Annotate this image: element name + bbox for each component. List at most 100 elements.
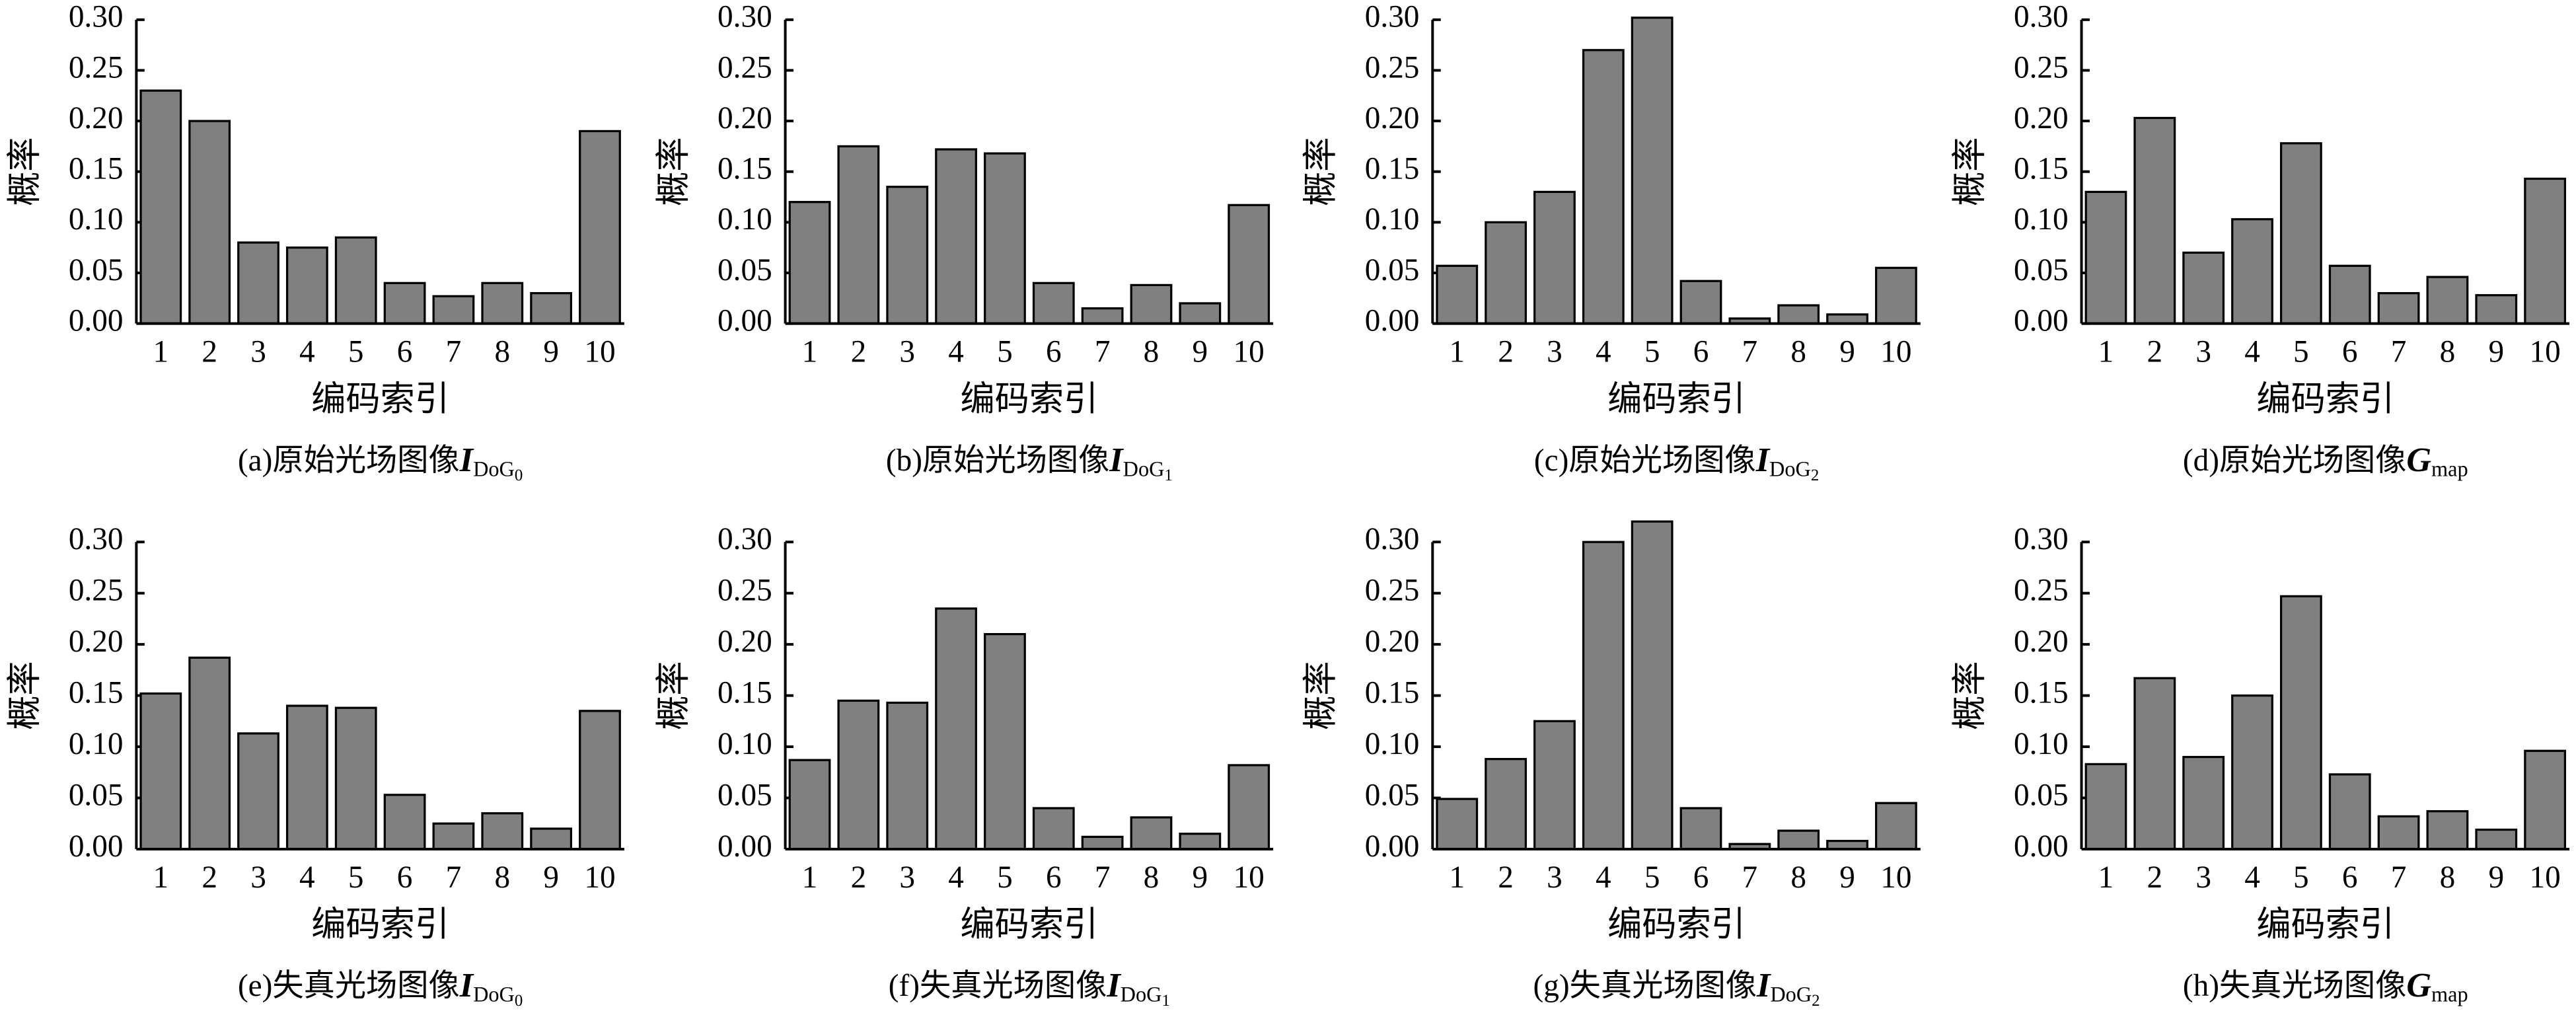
x-tick-label: 5 bbox=[2293, 860, 2309, 895]
bar bbox=[530, 292, 573, 325]
y-tick-label: 0.05 bbox=[2014, 778, 2069, 812]
x-tick-label: 1 bbox=[1449, 335, 1465, 369]
bar bbox=[935, 148, 977, 325]
bar bbox=[188, 656, 231, 850]
bar bbox=[984, 633, 1026, 850]
y-tick-label: 0.00 bbox=[2014, 303, 2069, 338]
x-axis-label: 编码索引 bbox=[311, 905, 449, 944]
y-tick-label: 0.10 bbox=[718, 202, 772, 237]
y-axis-label: 概率 bbox=[5, 137, 44, 206]
x-axis-label: 编码索引 bbox=[960, 905, 1098, 944]
y-tick-label: 0.05 bbox=[1365, 253, 1420, 287]
y-tick-label: 0.05 bbox=[2014, 253, 2069, 287]
bar bbox=[1032, 807, 1075, 850]
bar bbox=[334, 236, 377, 325]
x-tick-label: 10 bbox=[2530, 335, 2561, 369]
x-tick-label: 2 bbox=[202, 335, 217, 369]
bar bbox=[237, 241, 279, 325]
x-tick-label: 5 bbox=[348, 860, 364, 895]
bar bbox=[481, 812, 524, 850]
y-tick-label: 0.20 bbox=[1365, 101, 1420, 135]
y-axis-label: 概率 bbox=[5, 661, 44, 730]
x-tick-label: 3 bbox=[2195, 335, 2211, 369]
caption: (b)原始光场图像IDoG1 bbox=[886, 441, 1173, 484]
y-tick-label: 0.30 bbox=[1365, 0, 1420, 34]
caption: (f)失真光场图像IDoG1 bbox=[889, 966, 1170, 1010]
bar bbox=[2084, 763, 2127, 850]
x-tick-label: 3 bbox=[899, 860, 915, 895]
y-tick-label: 0.15 bbox=[69, 675, 124, 710]
x-tick-label: 8 bbox=[1790, 860, 1806, 895]
x-tick-label: 6 bbox=[1046, 335, 1062, 369]
bar bbox=[530, 827, 573, 850]
y-tick-label: 0.10 bbox=[69, 202, 124, 237]
y-tick-label: 0.00 bbox=[69, 829, 124, 864]
x-tick-label: 2 bbox=[1498, 860, 1514, 895]
bar bbox=[1130, 816, 1173, 850]
x-tick-label: 8 bbox=[2440, 860, 2456, 895]
x-tick-label: 8 bbox=[2440, 335, 2456, 369]
bar bbox=[285, 704, 328, 850]
x-tick-label: 8 bbox=[1144, 335, 1159, 369]
x-tick-label: 6 bbox=[1693, 335, 1709, 369]
caption-prefix: (g)失真光场图像 bbox=[1533, 969, 1757, 1003]
y-tick-label: 0.10 bbox=[2014, 727, 2069, 761]
y-axis-label: 概率 bbox=[1302, 137, 1340, 206]
x-tick-label: 1 bbox=[2098, 335, 2114, 369]
bar bbox=[2426, 810, 2469, 850]
x-tick-label: 2 bbox=[851, 335, 867, 369]
caption-subscript: map bbox=[2431, 983, 2468, 1006]
x-tick-label: 8 bbox=[494, 860, 510, 895]
x-tick-label: 7 bbox=[446, 860, 462, 895]
bar bbox=[1179, 833, 1222, 850]
y-tick-label: 0.30 bbox=[69, 0, 124, 34]
bar bbox=[432, 295, 475, 325]
y-tick-label: 0.00 bbox=[1365, 303, 1420, 338]
bar bbox=[2377, 292, 2420, 325]
x-tick-label: 9 bbox=[543, 860, 559, 895]
x-tick-label: 7 bbox=[1095, 335, 1111, 369]
x-tick-label: 4 bbox=[948, 860, 964, 895]
bar bbox=[1679, 807, 1722, 850]
bar bbox=[1875, 802, 1917, 850]
bar bbox=[2524, 749, 2567, 850]
x-tick-label: 6 bbox=[1693, 860, 1709, 895]
y-tick-label: 0.30 bbox=[718, 522, 772, 556]
caption-subscript: DoG bbox=[1123, 457, 1165, 481]
x-tick-label: 5 bbox=[1644, 335, 1660, 369]
caption-symbol: I bbox=[1755, 441, 1771, 479]
x-tick-label: 8 bbox=[494, 335, 510, 369]
x-tick-label: 7 bbox=[446, 335, 462, 369]
x-tick-label: 2 bbox=[2147, 335, 2163, 369]
bar bbox=[1179, 302, 1222, 325]
x-tick-label: 2 bbox=[202, 860, 217, 895]
caption-subscript: DoG bbox=[1769, 457, 1811, 481]
x-tick-label: 6 bbox=[397, 335, 413, 369]
y-tick-label: 0.05 bbox=[718, 778, 772, 812]
bar bbox=[383, 282, 426, 325]
caption-index: 2 bbox=[1812, 992, 1820, 1010]
x-tick-label: 10 bbox=[1880, 860, 1911, 895]
y-tick-label: 0.05 bbox=[718, 253, 772, 287]
y-tick-label: 0.00 bbox=[718, 829, 772, 864]
x-tick-label: 5 bbox=[2293, 335, 2309, 369]
caption-index: 0 bbox=[515, 466, 523, 484]
x-axis-label: 编码索引 bbox=[2256, 905, 2394, 944]
x-tick-label: 4 bbox=[948, 335, 964, 369]
x-tick-label: 7 bbox=[2391, 335, 2407, 369]
bar bbox=[1130, 283, 1173, 325]
x-tick-label: 3 bbox=[1547, 335, 1563, 369]
y-tick-label: 0.20 bbox=[69, 101, 124, 135]
bar bbox=[886, 701, 929, 850]
y-tick-label: 0.00 bbox=[718, 303, 772, 338]
y-tick-label: 0.30 bbox=[1365, 522, 1420, 556]
y-tick-label: 0.25 bbox=[2014, 574, 2069, 608]
x-tick-label: 10 bbox=[1233, 860, 1265, 895]
x-tick-label: 9 bbox=[1193, 860, 1208, 895]
bar bbox=[984, 152, 1026, 325]
bar bbox=[1777, 829, 1820, 850]
x-tick-label: 7 bbox=[1742, 335, 1758, 369]
x-tick-label: 5 bbox=[997, 860, 1013, 895]
bar bbox=[1436, 264, 1479, 325]
